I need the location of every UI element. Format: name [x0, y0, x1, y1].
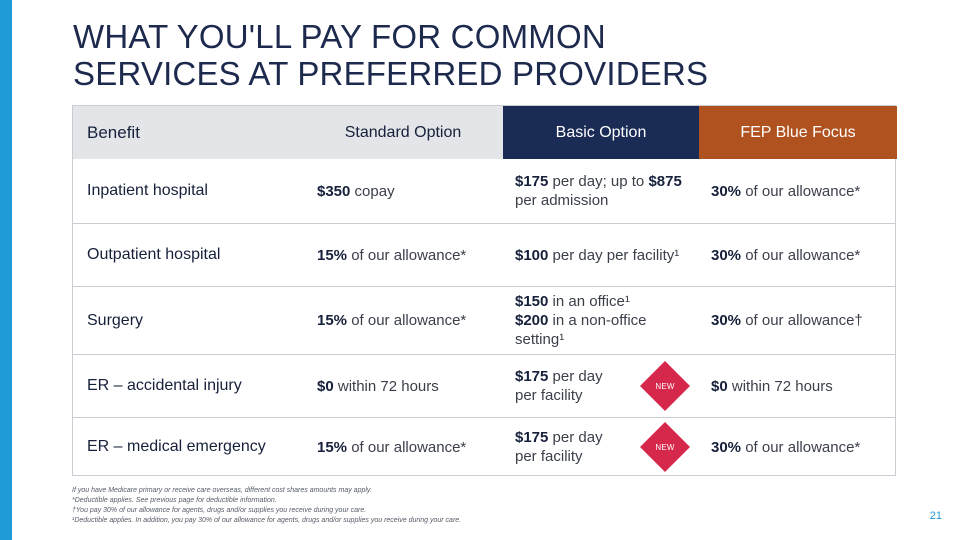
row-label-er-accidental: ER – accidental injury — [87, 377, 242, 394]
cell-basic-er-accidental: $175 per day per facility — [515, 368, 603, 404]
cell-standard-er-medical: 15% of our allowance* — [317, 438, 467, 456]
row-divider — [73, 417, 895, 418]
cell-focus-outpatient: 30% of our allowance* — [711, 246, 861, 264]
row-label-outpatient: Outpatient hospital — [87, 246, 221, 263]
cell-focus-surgery: 30% of our allowance† — [711, 312, 863, 329]
footnote: *Deductible applies. See previous page f… — [72, 497, 277, 504]
row-divider — [73, 223, 895, 224]
cell-standard-er-accidental: $0 within 72 hours — [317, 377, 439, 395]
cell-focus-inpatient: 30% of our allowance* — [711, 182, 861, 200]
title-line-1: WHAT YOU'LL PAY FOR COMMON — [73, 18, 606, 55]
cell-basic-surgery: $150 in an office¹ $200 in a non-office s… — [515, 293, 647, 348]
row-divider — [73, 354, 895, 355]
cell-standard-surgery: 15% of our allowance* — [317, 312, 467, 329]
footnote: †You pay 30% of our allowance for agents… — [72, 507, 367, 514]
cell-standard-inpatient: $350 copay — [317, 182, 395, 200]
row-divider — [73, 286, 895, 287]
cell-focus-er-medical: 30% of our allowance* — [711, 438, 861, 456]
cell-basic-outpatient: $100 per day per facility¹ — [515, 246, 680, 264]
footnote: If you have Medicare primary or receive … — [72, 487, 372, 494]
cell-basic-inpatient: $175 per day; up to $875 per admission — [515, 173, 682, 209]
header-fep-blue-focus: FEP Blue Focus — [699, 106, 897, 159]
row-label-surgery: Surgery — [87, 311, 144, 329]
header-benefit: Benefit — [73, 106, 303, 159]
page-number: 21 — [929, 510, 942, 522]
cell-standard-outpatient: 15% of our allowance* — [317, 246, 467, 264]
row-label-er-medical: ER – medical emergency — [87, 438, 266, 455]
title-line-2: SERVICES AT PREFERRED PROVIDERS — [73, 55, 709, 92]
footnotes: If you have Medicare primary or receive … — [72, 486, 772, 526]
cell-basic-er-medical: $175 per day per facility — [515, 429, 603, 465]
cell-focus-er-accidental: $0 within 72 hours — [711, 377, 833, 395]
accent-bar — [0, 0, 12, 540]
benefits-table: Benefit Standard Option Basic Option FEP… — [72, 105, 897, 476]
footnote: ¹Deductible applies. In addition, you pa… — [72, 517, 462, 524]
page-title: WHAT YOU'LL PAY FOR COMMON SERVICES AT P… — [73, 18, 933, 92]
header-standard-option: Standard Option — [303, 106, 503, 159]
header-basic-option: Basic Option — [503, 106, 699, 159]
row-label-inpatient: Inpatient hospital — [87, 182, 208, 199]
